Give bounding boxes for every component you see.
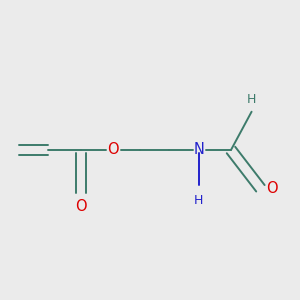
Text: O: O [75,199,87,214]
Text: O: O [107,142,119,158]
Text: H: H [247,93,256,106]
Text: O: O [266,181,278,196]
Text: N: N [193,142,204,158]
Text: H: H [194,194,203,207]
